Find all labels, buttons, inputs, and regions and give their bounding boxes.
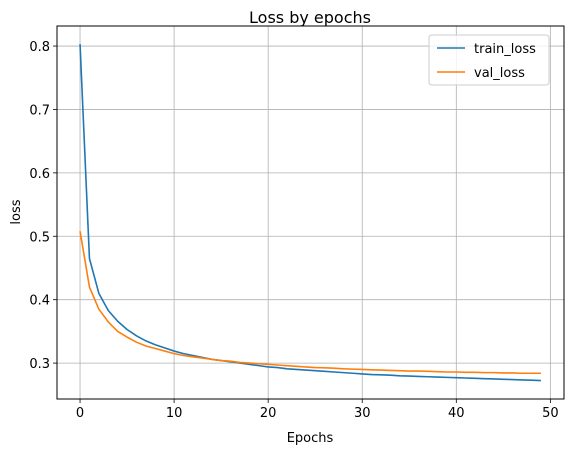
grid — [57, 26, 564, 399]
series-line-train-loss — [79, 44, 541, 382]
x-tick-label: 40 — [448, 406, 465, 421]
y-tick-label: 0.4 — [29, 294, 50, 309]
y-tick-label: 0.5 — [29, 230, 50, 245]
ticks: 0 10 20 30 40 50 0.3 0.4 0.5 0.6 0.7 0.8 — [29, 40, 558, 421]
x-tick-label: 50 — [542, 406, 559, 421]
legend: train_loss val_loss — [428, 34, 550, 86]
legend-label-train-loss: train_loss — [474, 42, 536, 57]
series-lines — [79, 44, 541, 382]
y-tick-label: 0.8 — [29, 40, 50, 55]
chart-title: Loss by epochs — [249, 8, 371, 27]
legend-label-val-loss: val_loss — [474, 66, 525, 81]
y-axis-label: loss — [9, 199, 24, 224]
x-tick-label: 30 — [354, 406, 371, 421]
x-tick-label: 20 — [260, 406, 277, 421]
x-tick-label: 10 — [166, 406, 183, 421]
series-line-val-loss — [79, 231, 541, 375]
y-tick-label: 0.6 — [29, 167, 50, 182]
plot-frame — [56, 25, 565, 400]
y-tick-label: 0.7 — [29, 103, 50, 118]
y-tick-label: 0.3 — [29, 357, 50, 372]
x-tick-label: 0 — [76, 406, 84, 421]
x-axis-label: Epochs — [287, 431, 334, 446]
